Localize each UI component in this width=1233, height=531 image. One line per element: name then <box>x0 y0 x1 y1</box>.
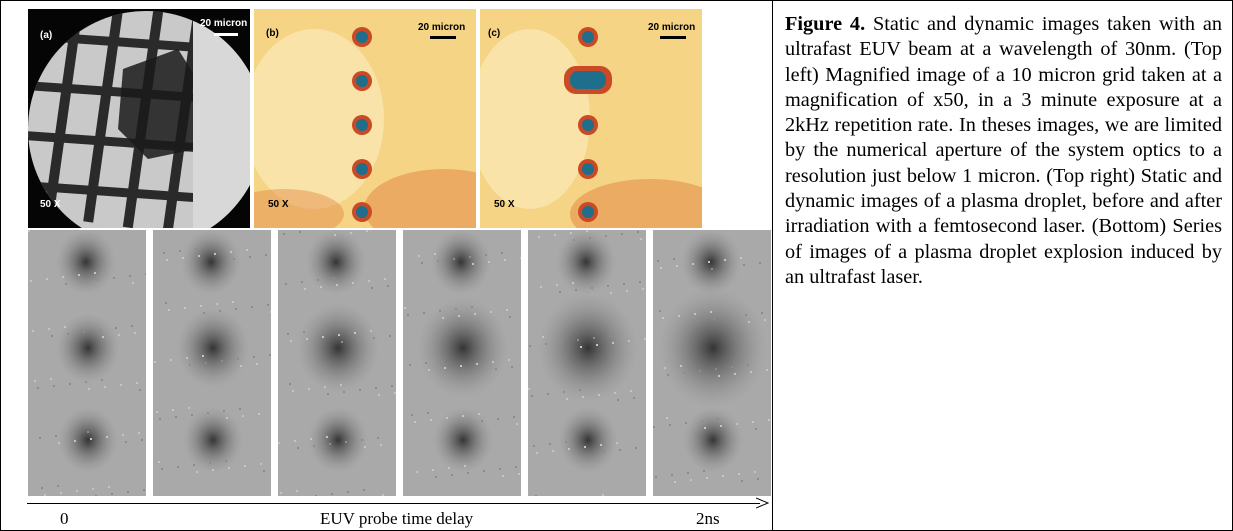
panel-c-scale-label: 20 micron <box>648 22 696 33</box>
panel-a-letter: (a) <box>40 30 53 41</box>
panel-a-magnification: 50 X <box>40 199 61 210</box>
panel-b-scale-bar <box>430 36 456 39</box>
time-series-frame-2 <box>153 230 271 496</box>
time-series-frame-3 <box>278 230 396 496</box>
static-droplet-graphic <box>254 9 476 228</box>
time-series-frame-4 <box>403 230 521 496</box>
time-series-frame-1 <box>28 230 146 496</box>
time-series-strip <box>28 230 771 496</box>
panel-c-magnification: 50 X <box>494 199 515 210</box>
panel-a-grid-image: (a) 20 micron 50 X <box>28 9 250 228</box>
figure-label: Figure 4. <box>785 13 866 35</box>
time-series-frame-5 <box>528 230 646 496</box>
time-axis-arrowhead <box>756 497 770 509</box>
time-axis-line <box>27 503 760 504</box>
panel-a-scale-bar <box>214 33 238 36</box>
dynamic-droplet-graphic <box>480 9 702 228</box>
time-axis-start: 0 <box>60 509 69 528</box>
column-divider <box>772 0 773 531</box>
grid-image-graphic <box>28 11 250 228</box>
time-series-frame-6 <box>653 230 771 496</box>
time-axis-end: 2ns <box>696 509 720 528</box>
panel-c-dynamic-droplet: (c) 20 micron 50 X <box>480 9 702 228</box>
panel-b-magnification: 50 X <box>268 199 289 210</box>
panel-a-scale-label: 20 micron <box>200 18 248 29</box>
panel-c-letter: (c) <box>488 28 501 39</box>
figure-caption: Figure 4. Static and dynamic images take… <box>785 12 1222 290</box>
panel-c-scale-bar <box>660 36 686 39</box>
panel-b-static-droplet: (b) 20 micron 50 X <box>254 9 476 228</box>
figure-caption-text: Static and dynamic images taken with an … <box>785 13 1222 288</box>
panel-b-letter: (b) <box>266 28 279 39</box>
panel-b-scale-label: 20 micron <box>418 22 466 33</box>
time-axis-label: EUV probe time delay <box>320 509 474 528</box>
